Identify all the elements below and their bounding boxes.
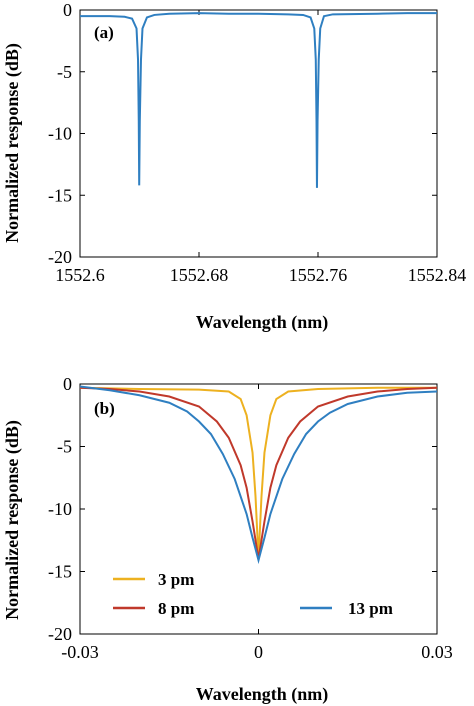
y-tick-label-b: -10 [48,499,72,519]
x-tick-label-a: 1552.76 [289,265,348,285]
panel-a: 1552.6 1552.68 1552.76 1552.840-5-10-15-20 … [2,0,466,333]
panel-b: -0.03 0 0.03 0 -5 -10 -15 -20 (b) Wavelength (n… [2,374,453,705]
x-tick-label-b: 0.03 [421,642,453,662]
y-axis-label-b: Normalized response (dB) [2,420,23,620]
y-tick-label-a: -10 [48,124,72,144]
y-tick-label-a: 0 [63,0,72,20]
legend-label-13pm: 13 pm [348,599,393,618]
series-line-b-1 [79,386,438,560]
x-tick-label-a: 1552.68 [170,265,229,285]
x-tick-label-a: 1552.6 [55,265,105,285]
series-line-b-2 [79,385,438,565]
plot-frame-a [79,9,438,258]
series-line-a-0 [80,12,437,188]
panel-label-b: (b) [94,399,115,418]
series-line-b-0 [79,386,437,560]
y-tick-label-a: -20 [48,247,72,267]
y-tick-label-a: -5 [57,62,72,82]
axis-ticks-b: -0.03 0 0.03 0 -5 -10 -15 -20 [48,374,453,662]
legend-label-3pm: 3 pm [158,570,194,589]
x-axis-label-b: Wavelength (nm) [196,684,329,705]
y-tick-label-b: -5 [57,437,72,457]
y-tick-label-a: -15 [48,185,72,205]
y-axis-label-a: Normalized response (dB) [2,43,23,243]
axis-ticks-a: 1552.6 1552.68 1552.76 1552.84 0 -5 -10 -15 -20 [48,0,466,285]
y-tick-label-b: 0 [63,374,72,394]
y-tick-label-b: -15 [48,562,72,582]
legend-label-8pm: 8 pm [158,599,194,618]
x-axis-label-a: Wavelength (nm) [196,312,329,333]
y-tick-label-b: -20 [48,624,72,644]
x-tick-label-b: 0 [254,642,263,662]
plot-frame-b [79,383,438,635]
x-tick-label-a: 1552.84 [408,265,467,285]
panel-label-a: (a) [94,23,114,42]
legend: 3 pm 8 pm 13 pm [113,570,393,618]
x-tick-label-b: -0.03 [61,642,99,662]
